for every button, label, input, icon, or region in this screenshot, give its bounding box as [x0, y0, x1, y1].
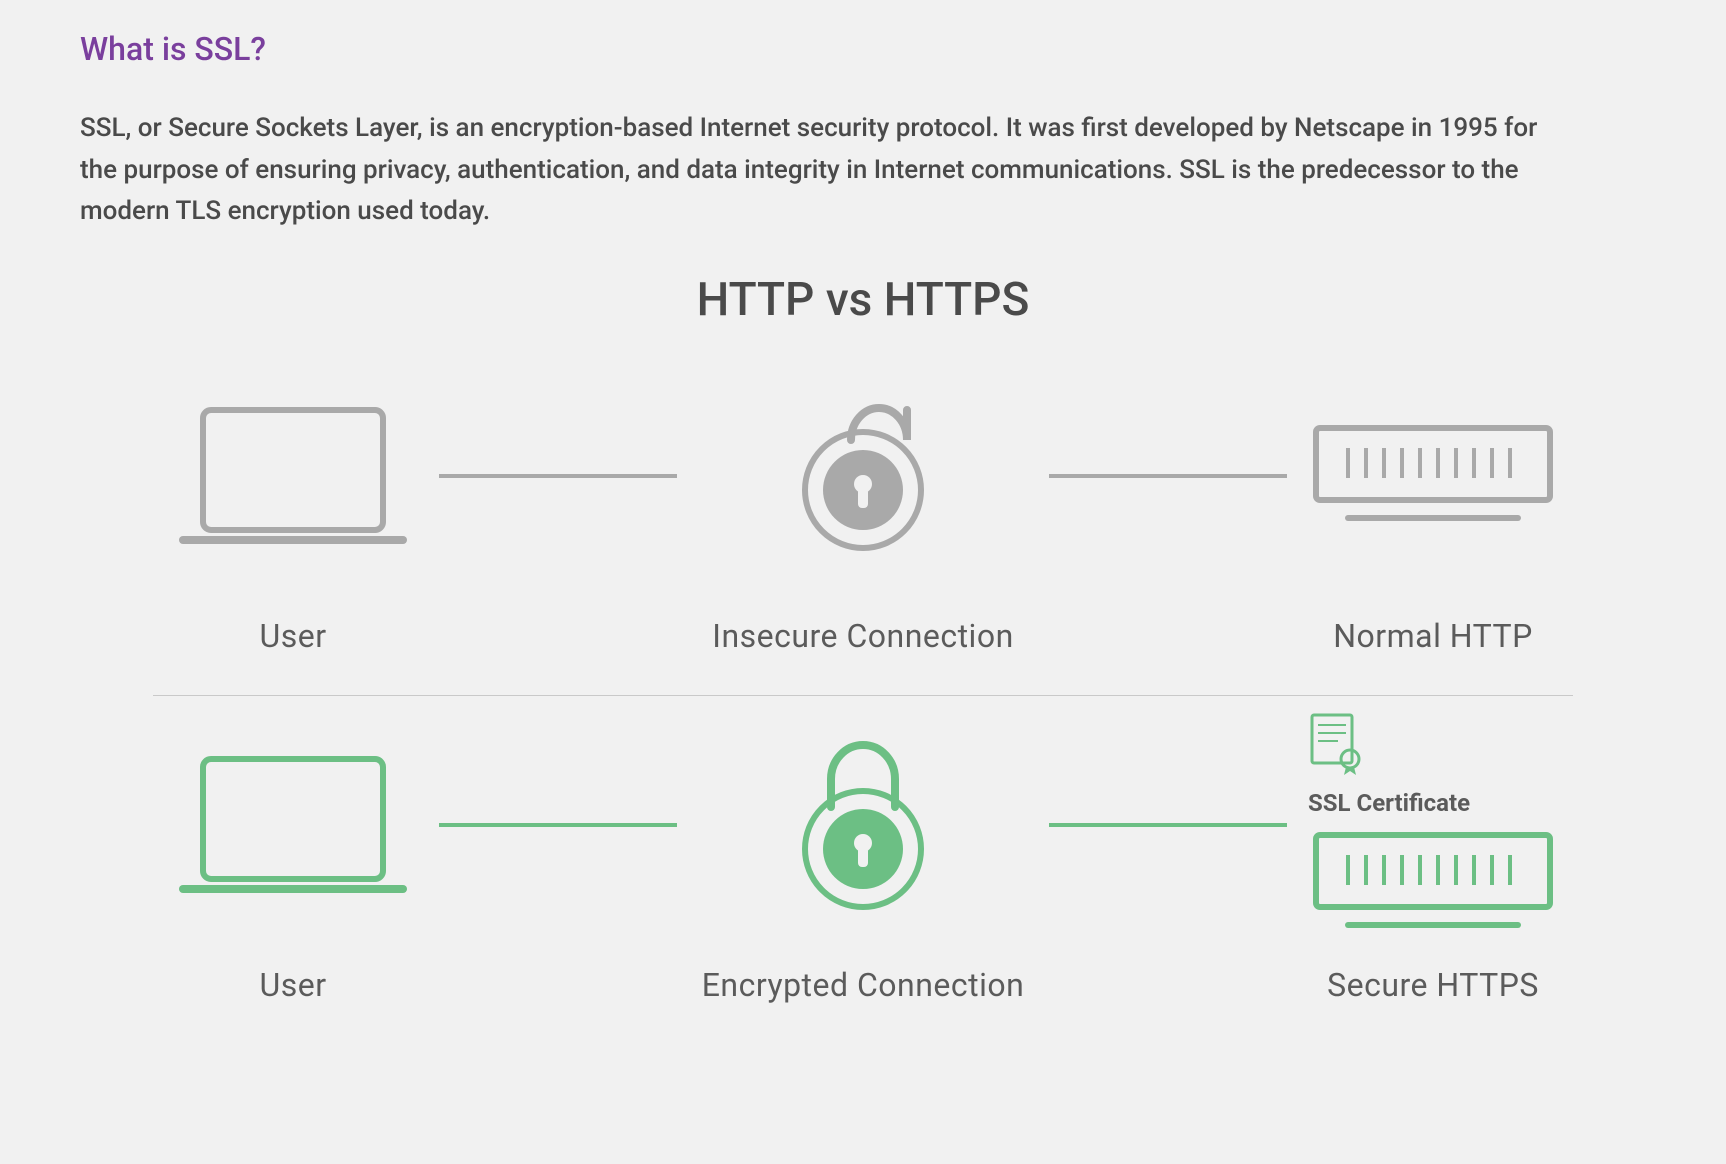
diagram-title: HTTP vs HTTPS	[123, 273, 1603, 327]
cert-label: SSL Certificate	[1308, 789, 1470, 817]
middle-label: Insecure Connection	[712, 617, 1014, 655]
laptop-icon	[178, 400, 408, 554]
user-label: User	[259, 617, 326, 655]
row-divider	[153, 695, 1573, 696]
middle-label: Encrypted Connection	[702, 966, 1025, 1004]
certificate-icon	[1308, 711, 1364, 779]
lock-cell: Encrypted Connection	[683, 726, 1043, 1004]
diagram-row-http: User Insecure Connection Normal HTTP	[123, 357, 1603, 685]
user-label: User	[259, 966, 326, 1004]
connector-line	[439, 823, 677, 827]
http-vs-https-diagram: HTTP vs HTTPS User Insecure Connection	[123, 273, 1603, 1034]
section-heading: What is SSL?	[80, 30, 1646, 68]
server-cell: Normal HTTP	[1293, 377, 1573, 655]
connector-line	[1049, 474, 1287, 478]
server-label: Normal HTTP	[1333, 617, 1533, 655]
server-icon	[1308, 420, 1558, 534]
connector-line	[439, 474, 677, 478]
section-body: SSL, or Secure Sockets Layer, is an encr…	[80, 108, 1580, 233]
server-cell: SSL Certificate Secure HTTPS	[1293, 726, 1573, 1004]
locked-padlock-icon	[781, 729, 945, 923]
laptop-icon	[178, 749, 408, 903]
unlocked-padlock-icon	[781, 380, 945, 574]
connector-line	[1049, 823, 1287, 827]
server-label: Secure HTTPS	[1327, 966, 1539, 1004]
lock-cell: Insecure Connection	[683, 377, 1043, 655]
user-cell: User	[153, 377, 433, 655]
diagram-row-https: User Encrypted Connection SSL Certificat…	[123, 706, 1603, 1034]
server-icon	[1308, 827, 1558, 941]
user-cell: User	[153, 726, 433, 1004]
